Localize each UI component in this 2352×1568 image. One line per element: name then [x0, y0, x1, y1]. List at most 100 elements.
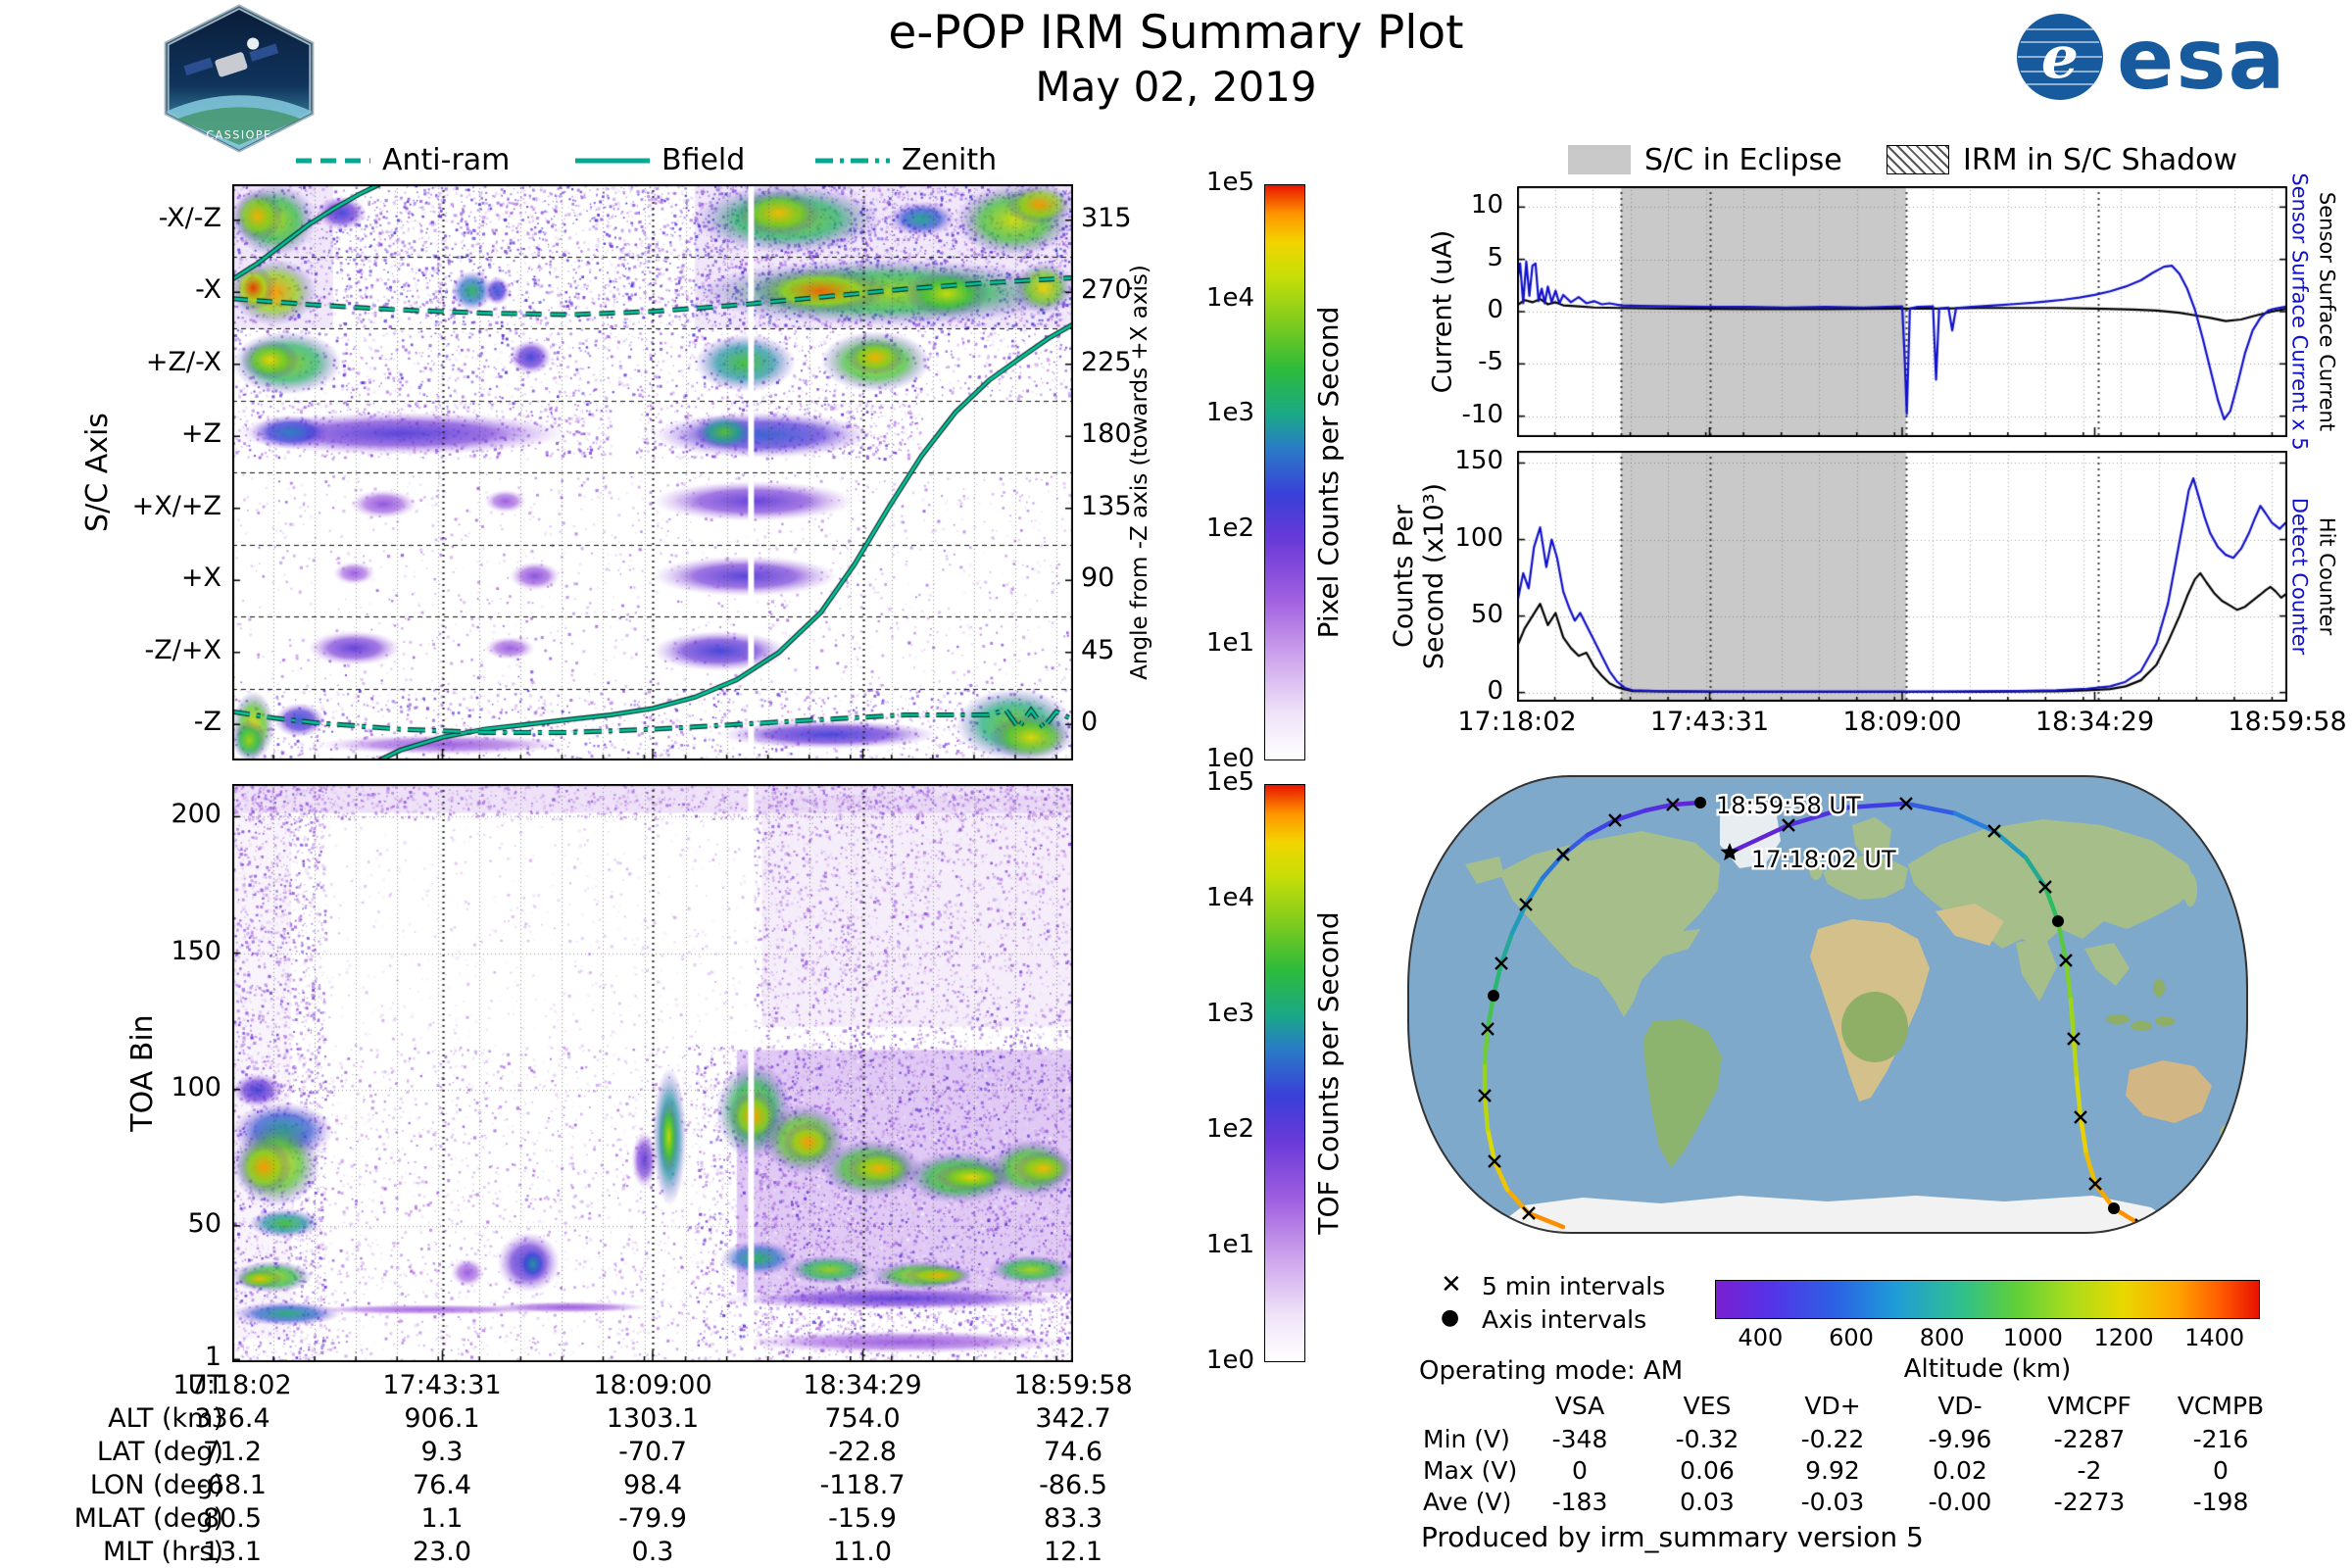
current-ytick: 0	[1487, 295, 1503, 324]
eclipse-legend-label: S/C in Eclipse	[1644, 143, 1842, 177]
voltage-value: -9.96	[1928, 1425, 1992, 1453]
pixel-colorbar-label: Pixel Counts per Second	[1311, 306, 1345, 639]
pixel-colorbar-tick: 1e3	[1205, 398, 1254, 428]
voltage-value: -348	[1551, 1425, 1608, 1453]
cassiope-label: CASSIOPE	[206, 129, 271, 142]
orbit-map: 18:59:58 UT 17:18:02 UT	[1406, 774, 2249, 1239]
sc-axis-ytick: +Z/-X	[145, 346, 221, 377]
ephemeris-value: 754.0	[824, 1403, 901, 1434]
current-panel	[1517, 186, 2287, 437]
toa-ytick: 50	[187, 1207, 221, 1239]
tof-colorbar-tick: 1e5	[1205, 767, 1254, 797]
counts-ytick: 100	[1454, 522, 1503, 553]
pixel-colorbar-tick: 1e0	[1205, 744, 1254, 773]
sc-axis-ytick: -Z/+X	[144, 634, 221, 665]
hit-counter-label: Hit Counter	[2315, 516, 2339, 636]
ephemeris-value: 18:09:00	[593, 1370, 712, 1400]
angle-tick: 45	[1081, 634, 1115, 665]
pixel-colorbar-tick: 1e4	[1205, 282, 1254, 313]
ephemeris-value: 906.1	[404, 1403, 480, 1434]
ephemeris-value: 98.4	[622, 1470, 683, 1500]
voltage-row-label: Min (V)	[1423, 1425, 1510, 1453]
voltage-value: 0	[2213, 1456, 2229, 1485]
altitude-tick: 400	[1738, 1324, 1784, 1351]
pixel-colorbar-tick: 1e5	[1205, 168, 1254, 197]
voltage-value: -0.22	[1800, 1425, 1865, 1453]
voltage-col-header: VCMPB	[2177, 1392, 2265, 1420]
angle-tick: 0	[1081, 707, 1099, 738]
voltage-value: 0.06	[1680, 1456, 1735, 1485]
toa-ytick: 100	[171, 1071, 221, 1102]
zenith-legend-label: Zenith	[902, 143, 998, 177]
angle-tick: 315	[1081, 202, 1132, 233]
sc-axis-ytick: -X	[195, 274, 221, 306]
tof-colorbar-tick: 1e4	[1205, 883, 1254, 912]
ephemeris-value: -79.9	[618, 1503, 687, 1534]
voltage-value: 0.03	[1680, 1488, 1735, 1516]
ephemeris-value: 76.4	[412, 1470, 472, 1500]
ephemeris-row-label: MLAT (deg)	[74, 1503, 223, 1534]
voltage-value: -216	[2192, 1425, 2249, 1453]
continents	[1465, 804, 2231, 1233]
tof-colorbar-tick: 1e0	[1205, 1346, 1254, 1375]
produced-by-footer: Produced by irm_summary version 5	[1421, 1521, 1924, 1553]
voltage-value: -0.03	[1800, 1488, 1865, 1516]
counts-ytick: 150	[1454, 446, 1503, 476]
pixel-colorbar-tick: 1e2	[1205, 513, 1254, 543]
dot-marker-symbol: ●	[1441, 1305, 1460, 1330]
toa-ytick: 200	[171, 799, 221, 830]
svg-text:e: e	[2041, 24, 2079, 92]
ephemeris-value: 11.0	[832, 1537, 893, 1567]
voltage-col-header: VD-	[1937, 1392, 1983, 1420]
voltage-value: 0	[1572, 1456, 1588, 1485]
ephemeris-row-label: UT	[187, 1370, 223, 1400]
tof-colorbar-label: TOF Counts per Second	[1311, 911, 1345, 1235]
orbit-track	[1478, 797, 2174, 1232]
voltage-row-label: Ave (V)	[1423, 1488, 1512, 1516]
eclipse-swatch	[1568, 145, 1631, 174]
operating-mode: Operating mode: AM	[1419, 1356, 1684, 1386]
angle-axis-label: Angle from -Z axis (towards +X axis)	[1126, 265, 1152, 680]
ephemeris-value: 1303.1	[606, 1403, 700, 1434]
altitude-colorbar-label: Altitude (km)	[1903, 1354, 2072, 1384]
ephemeris-row-label: LON (deg)	[89, 1470, 223, 1500]
counts-ylabel: Counts Per Second (x10³)	[1388, 482, 1449, 670]
ephemeris-value: -68.1	[198, 1470, 267, 1500]
x-marker-symbol: ✕	[1441, 1270, 1462, 1299]
sensor-current-x5-label: Sensor Surface Current x 5	[2287, 172, 2312, 451]
ephemeris-row-label: ALT (km)	[108, 1403, 223, 1434]
ephemeris-value: 80.5	[202, 1503, 263, 1534]
tof-colorbar	[1264, 784, 1305, 1362]
sc-axis-ytick: +Z	[180, 418, 221, 450]
angle-tick: 90	[1081, 563, 1115, 594]
zenith-legend-line	[815, 158, 890, 164]
altitude-tick: 1200	[2093, 1324, 2154, 1351]
counts-ytick: 50	[1470, 599, 1503, 629]
current-ytick: 5	[1487, 242, 1503, 272]
voltage-value: -198	[2192, 1488, 2249, 1516]
right-time-tick: 18:59:58	[2228, 707, 2347, 737]
right-time-tick: 18:09:00	[1842, 707, 1962, 737]
counts-ytick: 0	[1487, 675, 1503, 706]
voltage-value: 0.02	[1933, 1456, 1987, 1485]
ephemeris-value: -70.7	[618, 1437, 687, 1467]
antiram-legend-label: Anti-ram	[382, 143, 511, 177]
altitude-tick: 1000	[2002, 1324, 2063, 1351]
voltage-value: 9.92	[1805, 1456, 1860, 1485]
tof-colorbar-tick: 1e3	[1205, 999, 1254, 1028]
angle-tick: 270	[1081, 274, 1132, 306]
dot-marker-label: Axis intervals	[1482, 1305, 1647, 1334]
tof-colorbar-tick: 1e2	[1205, 1114, 1254, 1144]
satellite-body	[215, 52, 248, 77]
voltage-value: -2287	[2053, 1425, 2126, 1453]
ephemeris-value: 12.1	[1043, 1537, 1103, 1567]
cassiope-mission-patch: CASSIOPE	[155, 4, 323, 157]
ephemeris-value: 1.1	[420, 1503, 464, 1534]
esa-logo: e esa	[2011, 8, 2305, 110]
annotation-start-time: 17:18:02 UT	[1751, 846, 1896, 873]
angle-tick: 180	[1081, 418, 1132, 450]
altitude-tick: 1400	[2184, 1324, 2245, 1351]
ephemeris-value: -22.8	[828, 1437, 897, 1467]
voltage-value: -0.32	[1675, 1425, 1740, 1453]
